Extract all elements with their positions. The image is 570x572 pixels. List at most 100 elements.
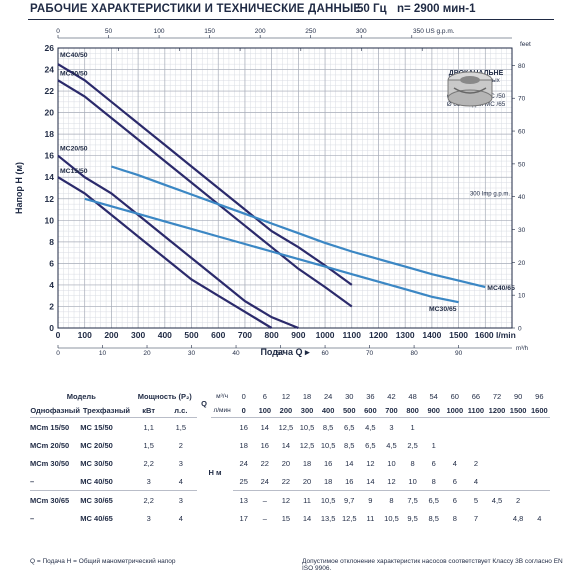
head-value-cell: 12,5	[278, 422, 294, 432]
head-value-cell: 11	[366, 513, 375, 523]
head-value-cell: 6	[444, 472, 466, 491]
head-value-cell: 24	[254, 472, 276, 491]
head-value-cell	[508, 454, 529, 472]
head-value-cell: 4,5	[491, 495, 503, 505]
head-value-cell: 9	[368, 495, 373, 505]
header-q: Q	[201, 398, 207, 408]
us-gpm-tick-label: 300	[356, 28, 367, 35]
x-tick-label: 1400	[422, 330, 441, 340]
feet-unit: feet	[520, 41, 531, 48]
imp-gpm-label: 300 Imp g.p.m.	[470, 192, 510, 198]
y-tick-label: 6	[49, 258, 54, 268]
q-m3h-cell: 60	[450, 391, 459, 401]
head-value-cell	[486, 418, 507, 437]
y-tick-label: 26	[45, 43, 55, 53]
x-tick-label: 1000	[316, 330, 335, 340]
header-rule	[28, 19, 554, 20]
power-kw: 2,2	[143, 458, 154, 468]
plot-frame	[57, 47, 513, 329]
model-three-phase: MC 30/50	[80, 458, 113, 468]
header-hp: л.с.	[164, 403, 197, 418]
y-tick-label: 2	[49, 301, 54, 311]
head-value-cell: 6,5	[428, 495, 439, 505]
m3h-tick-label: 80	[410, 350, 418, 357]
series-label: MC20/50	[60, 146, 88, 153]
x-tick-label: 1100	[343, 330, 362, 340]
power-kw: 3	[132, 472, 165, 491]
y-tick-label: 24	[45, 65, 55, 75]
head-value-cell: 6	[431, 458, 436, 468]
x-tick-label: 1600 l/min	[475, 330, 516, 340]
y-tick-label: 8	[49, 237, 54, 247]
q-lmin-cell: 500	[338, 403, 360, 418]
q-m3h-cell: 0	[241, 391, 246, 401]
header-single-phase: Однофазный	[30, 403, 81, 418]
head-value-cell: 13	[239, 495, 248, 505]
head-value-cell: 16	[323, 458, 333, 468]
frequency-label: 50 Гц	[357, 3, 387, 15]
power-kw: 2,2	[143, 495, 154, 505]
head-value-cell: 8	[410, 458, 415, 468]
head-value-cell: 14	[281, 440, 291, 450]
q-m3h-cell: 72	[492, 391, 502, 401]
head-value-cell: 8	[423, 472, 445, 491]
q-m3h-cell: 66	[471, 391, 481, 401]
page-title: РАБОЧИЕ ХАРАКТЕРИСТИКИ И ТЕХНИЧЕСКИЕ ДАН…	[30, 3, 362, 15]
power-hp: 4	[164, 472, 197, 491]
model-three-phase: MC 40/65	[80, 513, 113, 523]
m3h-tick-label: 40	[232, 350, 240, 357]
head-value-cell: 8	[452, 513, 457, 523]
y-tick-label: 4	[49, 280, 54, 290]
y-tick-label: 10	[45, 215, 55, 225]
q-m3h-cell: 18	[302, 391, 312, 401]
x-tick-label: 800	[265, 330, 279, 340]
m3h-tick-label: 10	[99, 350, 107, 357]
head-value-cell: 4	[465, 472, 487, 491]
q-m3h-cell: 6	[262, 391, 267, 401]
feet-tick-label: 50	[518, 161, 526, 168]
series-label: MC40/50	[60, 52, 88, 59]
power-kw: 1,1	[143, 422, 154, 432]
model-single-phase: MCm 15/50	[30, 422, 70, 432]
m3h-unit: m³/h	[516, 346, 528, 352]
m3h-tick-label: 0	[56, 350, 60, 357]
head-value-cell: 6,5	[344, 422, 355, 432]
power-hp: 4	[178, 513, 183, 523]
head-value-cell: 8,5	[344, 440, 355, 450]
q-lmin-cell: 1000	[444, 403, 466, 418]
feet-tick-label: 40	[518, 194, 526, 201]
head-value-cell: 10,5	[320, 440, 336, 450]
q-m3h-cell: 96	[535, 391, 544, 401]
q-lmin-cell: 1500	[507, 403, 529, 418]
feet-tick-label: 60	[518, 129, 526, 136]
head-value-cell: 25	[233, 472, 255, 491]
x-tick-label: 1500	[449, 330, 468, 340]
head-value-cell: 12,5	[299, 440, 315, 450]
head-value-cell: 14	[260, 422, 269, 432]
x-tick-label: 200	[104, 330, 118, 340]
x-tick-label: 300	[131, 330, 145, 340]
feet-tick-label: 70	[518, 96, 526, 103]
table-row: MCm 15/50 MC 15/50 1,1 1,5 H м 16 14 12,5 10,5 8,…	[30, 418, 550, 478]
x-tick-label: 1200	[369, 330, 388, 340]
head-value-cell: 16	[239, 422, 248, 432]
header-h: H м	[208, 468, 222, 477]
head-value-cell: 3	[389, 422, 394, 432]
head-value-cell: 14	[345, 458, 354, 468]
feet-tick-label: 30	[518, 227, 526, 234]
model-three-phase: MC 20/50	[80, 440, 113, 450]
model-single-phase: –	[30, 513, 35, 523]
q-m3h-cell: 36	[366, 391, 375, 401]
table-row: – MC 40/65 3 4 17 – 15 14 13,5 12,5 11 10,5 9,5 8,5 8 7…	[30, 509, 550, 527]
head-value-cell: 4	[537, 513, 542, 523]
head-value-cell: –	[262, 513, 267, 523]
x-tick-label: 900	[291, 330, 305, 340]
model-three-phase: MC 30/65	[80, 495, 113, 505]
head-value-cell: 14	[302, 513, 312, 523]
series-line-mc40-65	[111, 165, 486, 289]
head-value-cell: 12,5	[341, 513, 357, 523]
head-value-cell: 8,5	[322, 422, 334, 432]
head-value-cell: 4,8	[512, 513, 524, 523]
